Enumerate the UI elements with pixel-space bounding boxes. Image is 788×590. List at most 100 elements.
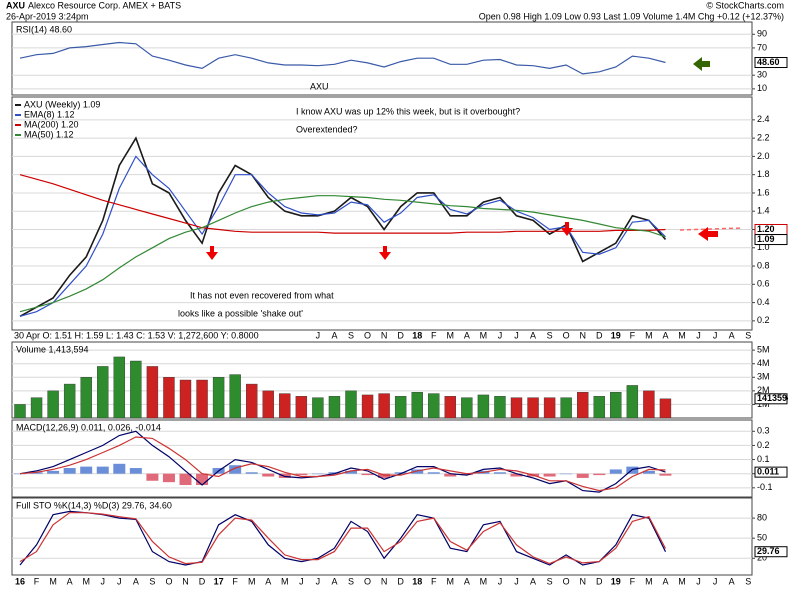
histogram-bar bbox=[295, 473, 308, 476]
y-tick-label: 0.3 bbox=[757, 426, 770, 436]
y-tick-label: 0.8 bbox=[757, 260, 770, 270]
x-tick-label: J bbox=[498, 576, 503, 586]
x-tick-label: S bbox=[348, 576, 354, 586]
value-marker-label: 48.60 bbox=[757, 57, 780, 67]
histogram-bar bbox=[493, 472, 506, 474]
annotation: It has not even recovered from what bbox=[190, 290, 334, 300]
volume-bar bbox=[610, 392, 622, 419]
series-line bbox=[19, 436, 666, 492]
y-tick-label: -0.1 bbox=[757, 482, 773, 492]
red-arrow bbox=[561, 222, 573, 236]
x-tick-label: F bbox=[630, 330, 636, 340]
info-row: 30 Apr O: 1.51 H: 1.59 L: 1.43 C: 1.53 V… bbox=[14, 330, 259, 340]
panels: 0.20.40.60.81.01.21.41.61.82.02.22.4AXU … bbox=[11, 21, 788, 586]
volume-bar bbox=[626, 385, 639, 419]
panel-frame bbox=[11, 21, 753, 96]
histogram-bar bbox=[593, 473, 606, 476]
volume-bar bbox=[643, 390, 655, 419]
x-tick-label: F bbox=[630, 576, 636, 586]
series-line bbox=[19, 512, 667, 565]
series-line bbox=[19, 136, 667, 318]
histogram-bar bbox=[642, 470, 655, 474]
legend-label: AXU (Weekly) 1.09 bbox=[24, 99, 100, 109]
volume-bar bbox=[146, 366, 159, 419]
series-line bbox=[19, 155, 666, 317]
value-marker bbox=[754, 546, 788, 558]
x-tick-label: D bbox=[397, 330, 404, 340]
x-tick-label: 19 bbox=[611, 576, 621, 586]
x-tick-label: 18 bbox=[412, 576, 422, 586]
x-tick-label: A bbox=[331, 576, 337, 586]
x-tick-label: J bbox=[514, 576, 519, 586]
annotation: looks like a possible 'shake out' bbox=[178, 308, 303, 318]
volume-bar bbox=[328, 396, 341, 419]
y-tick-label: 0.6 bbox=[757, 279, 770, 289]
x-tick-label: A bbox=[133, 576, 139, 586]
volume-bar bbox=[461, 397, 473, 419]
volume-bar bbox=[312, 397, 324, 419]
x-tick-label: A bbox=[729, 576, 735, 586]
histogram-bar bbox=[245, 472, 258, 474]
x-tick-label: N bbox=[381, 576, 388, 586]
x-tick-label: M bbox=[248, 576, 256, 586]
volume-bar bbox=[659, 398, 672, 419]
volume-bar bbox=[510, 397, 523, 419]
annotation: I know AXU was up 12% this week, but is … bbox=[296, 106, 520, 116]
x-tick-label: F bbox=[232, 576, 238, 586]
x-tick-label: F bbox=[431, 330, 437, 340]
x-tick-label: N bbox=[579, 576, 586, 586]
volume-bar bbox=[361, 394, 374, 419]
projection-line bbox=[679, 227, 743, 231]
histogram-bar bbox=[345, 470, 357, 474]
x-tick-label: J bbox=[713, 330, 718, 340]
volume-bar bbox=[477, 394, 490, 419]
x-tick-label: O bbox=[165, 576, 172, 586]
y-tick-label: 80 bbox=[757, 512, 767, 522]
volume-bar bbox=[428, 393, 440, 419]
histogram-bar bbox=[146, 473, 159, 481]
y-tick-label: 2M bbox=[757, 385, 770, 395]
histogram-bar bbox=[576, 473, 589, 478]
volume-bar bbox=[345, 390, 357, 419]
x-tick-label: D bbox=[397, 576, 404, 586]
x-tick-label: J bbox=[713, 576, 718, 586]
x-tick-label: F bbox=[431, 576, 437, 586]
volume-bar bbox=[212, 377, 225, 419]
histogram-bar bbox=[311, 473, 324, 475]
x-tick-label: M bbox=[82, 576, 90, 586]
value-marker bbox=[754, 57, 788, 69]
volume-bar bbox=[229, 374, 241, 419]
volume-bar bbox=[14, 404, 26, 419]
x-tick-label: S bbox=[745, 330, 751, 340]
x-tick-label: O bbox=[563, 576, 570, 586]
histogram-bar bbox=[96, 466, 109, 474]
x-tick-label: J bbox=[101, 576, 106, 586]
value-marker-label: 0.011 bbox=[757, 467, 779, 477]
y-tick-label: 0.2 bbox=[757, 440, 770, 450]
x-tick-label: S bbox=[745, 576, 751, 586]
x-tick-label: O bbox=[563, 330, 570, 340]
y-tick-label: 1.6 bbox=[757, 187, 770, 197]
x-tick-label: M bbox=[480, 576, 488, 586]
volume-bar bbox=[378, 393, 390, 419]
histogram-bar bbox=[361, 473, 374, 476]
x-tick-label: O bbox=[364, 330, 371, 340]
volume-bar bbox=[30, 397, 43, 419]
source: © StockCharts.com bbox=[706, 0, 784, 10]
histogram-bar bbox=[427, 472, 440, 474]
date: 26-Apr-2019 3:24pm bbox=[6, 11, 89, 21]
x-tick-label: M bbox=[281, 576, 289, 586]
histogram-bar bbox=[394, 472, 407, 474]
x-tick-label: 19 bbox=[611, 330, 621, 340]
y-tick-label: 0.4 bbox=[757, 297, 770, 307]
annotation: AXU bbox=[310, 81, 329, 91]
histogram-bar bbox=[113, 463, 126, 474]
y-tick-label: 50 bbox=[757, 533, 767, 543]
y-tick-label: 90 bbox=[757, 29, 767, 39]
histogram-bar bbox=[378, 473, 391, 478]
x-tick-label: O bbox=[364, 576, 371, 586]
volume-bar bbox=[560, 397, 572, 419]
histogram-bar bbox=[229, 465, 242, 474]
series-line bbox=[19, 41, 666, 75]
y-tick-label: 10 bbox=[757, 83, 767, 93]
